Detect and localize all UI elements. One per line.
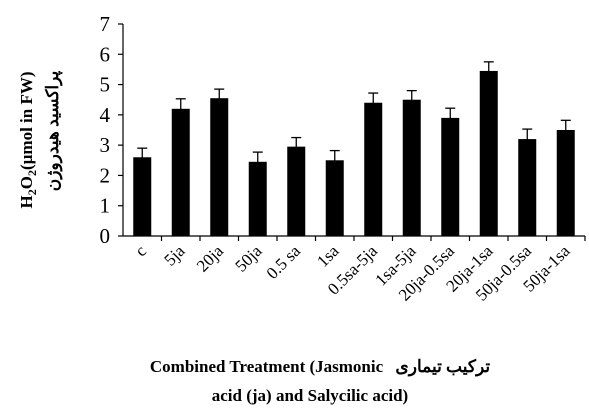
bar — [441, 117, 460, 236]
x-tick-label: 50ja — [231, 241, 265, 275]
bar — [402, 99, 421, 236]
x-tick-label: 20ja — [193, 241, 227, 275]
x-tick-label: 5ja — [160, 241, 188, 269]
error-bar — [522, 128, 533, 150]
y-axis-ticks: 0 1 2 3 4 5 6 7 — [100, 12, 123, 248]
error-bar — [406, 89, 417, 110]
y-tick-label: 3 — [100, 133, 111, 157]
x-axis-label-line2: acid (ja) and Salycilic acid) — [212, 386, 408, 405]
x-axis-label-line1: Combined Treatment (Jasmonic — [150, 357, 384, 376]
bar — [479, 70, 498, 236]
error-bar — [252, 151, 263, 173]
error-bar — [175, 98, 186, 120]
x-axis-label-persian: ترکیب تیماری — [395, 357, 490, 377]
x-tick-label: c — [131, 241, 150, 260]
y-axis-label-persian: پراکسید هیدروژن — [43, 70, 63, 191]
bar — [133, 157, 152, 236]
error-bar — [291, 136, 302, 157]
bar — [518, 139, 537, 236]
bar — [171, 108, 190, 236]
error-bar — [137, 147, 148, 167]
bar — [325, 160, 344, 236]
bar — [556, 130, 575, 236]
y-tick-label: 4 — [100, 103, 111, 127]
x-axis-label: Combined Treatment (Jasmonic ترکیب تیمار… — [150, 357, 490, 405]
bar — [287, 146, 306, 236]
y-tick-label: 6 — [100, 42, 111, 66]
y-tick-label: 2 — [100, 163, 111, 187]
error-bar — [368, 92, 379, 114]
bar — [248, 161, 267, 236]
y-tick-label: 1 — [100, 194, 111, 218]
bar — [210, 98, 229, 236]
y-tick-label: 7 — [100, 12, 111, 36]
svg-text:Combined Treatment (Jasmonic: Combined Treatment (Jasmonic ترکیب تیمار… — [150, 357, 490, 377]
bar — [364, 102, 383, 236]
y-tick-label: 0 — [100, 224, 111, 248]
error-bar — [329, 149, 340, 171]
error-bars-group — [137, 61, 571, 173]
error-bar — [445, 107, 456, 129]
y-tick-label: 5 — [100, 73, 111, 97]
error-bar — [483, 61, 494, 81]
y-axis-label: H2O2(µmol in FW) — [17, 71, 39, 208]
bars-group — [133, 70, 575, 236]
x-tick-label: 1sa — [313, 241, 343, 271]
error-bar — [214, 88, 225, 108]
x-tick-label: 0.5 sa — [263, 241, 305, 283]
error-bar — [560, 119, 571, 141]
